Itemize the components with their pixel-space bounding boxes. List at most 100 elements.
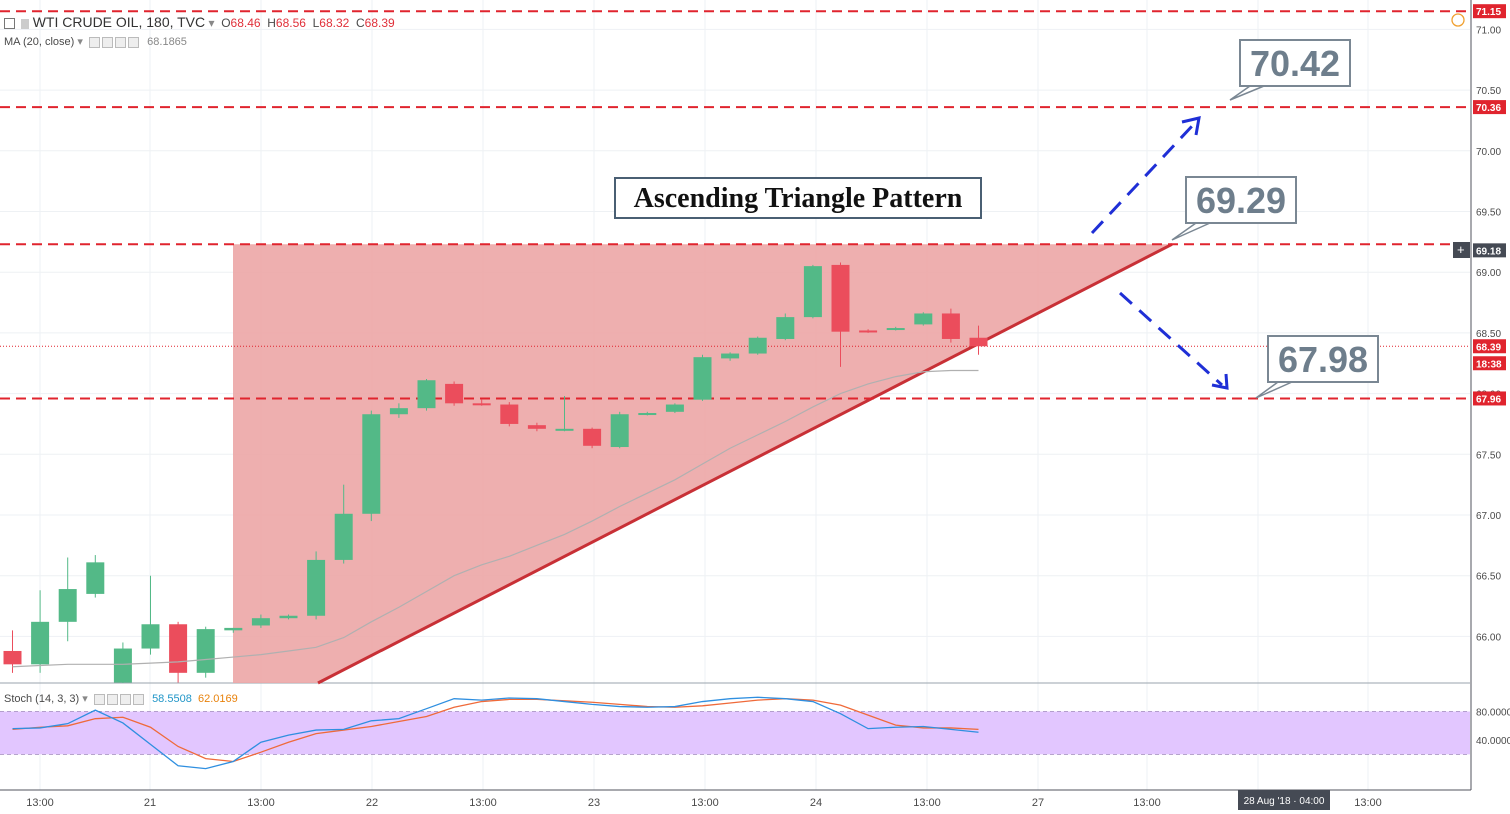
price-tag-bg xyxy=(1473,391,1506,406)
candle-body xyxy=(224,627,243,631)
price-callout: 67.98 xyxy=(1255,335,1379,399)
stoch-menu-icon[interactable]: ▾ xyxy=(82,693,88,705)
candle-body xyxy=(886,328,905,331)
more-icon[interactable] xyxy=(115,36,127,48)
candle-body xyxy=(776,317,795,339)
candle xyxy=(610,411,629,449)
stoch-band xyxy=(0,711,1470,755)
arrow-down-shaft xyxy=(1118,291,1224,387)
price-tag-bg xyxy=(1473,100,1506,115)
time-cursor-text: 28 Aug '18 · 04:00 xyxy=(1244,796,1325,807)
y-tick-label: 71.00 xyxy=(1476,25,1501,36)
candle xyxy=(472,399,491,406)
stoch-k-value: 58.5508 xyxy=(152,693,192,705)
x-tick-label: 23 xyxy=(588,797,600,809)
price-tag: 71.15 xyxy=(1473,4,1506,19)
price-tag-label: 67.96 xyxy=(1476,394,1501,405)
price-callout: 70.42 xyxy=(1229,39,1351,101)
stoch-k-line xyxy=(12,696,979,770)
candle xyxy=(583,427,602,449)
y-tick-label: 70.50 xyxy=(1476,86,1501,97)
candle xyxy=(886,326,905,331)
candle-body xyxy=(362,414,381,514)
x-tick-label: 13:00 xyxy=(247,797,275,809)
collapse-icon[interactable] xyxy=(4,18,15,30)
candle xyxy=(113,642,132,683)
price-tag: 70.36 xyxy=(1473,100,1506,115)
candle xyxy=(859,329,878,333)
ma-menu-icon[interactable]: ▾ xyxy=(77,36,83,48)
candle xyxy=(969,325,988,355)
x-tick-label: 13:00 xyxy=(1133,797,1161,809)
flag-icon[interactable] xyxy=(21,18,30,29)
price-tag-bg xyxy=(1473,356,1506,371)
low-value: 68.32 xyxy=(319,16,350,30)
candle-body xyxy=(859,330,878,333)
settings-icon[interactable] xyxy=(102,36,114,48)
symbol-header: WTI CRUDE OIL, 180, TVC ▾ O68.46 H68.56 … xyxy=(4,14,395,30)
candle xyxy=(693,354,712,401)
candle-body xyxy=(279,615,298,619)
projection-arrows xyxy=(1090,116,1229,390)
price-tag-bg xyxy=(1473,4,1506,19)
stoch-settings-icon[interactable] xyxy=(106,693,118,705)
resistance-support-levels xyxy=(0,10,1470,400)
ma-value: 68.1865 xyxy=(147,36,187,48)
ma-label[interactable]: MA (20, close) xyxy=(4,36,75,48)
eye-icon[interactable] xyxy=(89,36,101,48)
candle-body xyxy=(58,589,77,622)
candle-body xyxy=(169,624,188,673)
price-axis-bg xyxy=(1471,0,1510,814)
pattern-title-box: Ascending Triangle Pattern xyxy=(614,177,982,219)
candle-body xyxy=(555,428,574,431)
candle-body xyxy=(389,408,408,415)
candle-body xyxy=(803,266,822,318)
close-icon[interactable] xyxy=(128,36,140,48)
y-tick-label: 66.00 xyxy=(1476,632,1501,643)
x-tick-label: 13:00 xyxy=(469,797,497,809)
symbol-title[interactable]: WTI CRUDE OIL, 180, TVC xyxy=(32,14,206,30)
candle-body xyxy=(31,621,50,665)
candle-body xyxy=(113,648,132,683)
symbol-menu-icon[interactable]: ▾ xyxy=(208,16,215,30)
candle xyxy=(445,381,464,406)
candle xyxy=(141,575,160,655)
candle xyxy=(86,555,105,598)
price-tag-bg xyxy=(1473,243,1506,258)
candle-body xyxy=(500,404,519,424)
candle xyxy=(748,336,767,355)
candle-body xyxy=(472,403,491,406)
stoch-d-line xyxy=(12,698,979,763)
candle xyxy=(527,422,546,432)
candle xyxy=(196,626,215,678)
candle-body xyxy=(141,624,160,649)
candle xyxy=(31,590,50,673)
x-tick-label: 22 xyxy=(366,797,378,809)
y-tick-label: 67.50 xyxy=(1476,450,1501,461)
candle-body xyxy=(86,562,105,594)
callout-value: 69.29 xyxy=(1196,180,1286,221)
callout-pointer xyxy=(1171,222,1211,241)
time-cursor-bg xyxy=(1238,790,1330,810)
candle-body xyxy=(748,337,767,354)
arrow-up-shaft xyxy=(1090,122,1196,235)
crosshair-plus-glyph: + xyxy=(1457,242,1465,257)
y-tick-label: 70.00 xyxy=(1476,147,1501,158)
candle xyxy=(334,484,353,564)
arrow-up-head xyxy=(1181,116,1201,136)
stoch-label[interactable]: Stoch (14, 3, 3) xyxy=(4,693,80,705)
y-tick-label: 69.50 xyxy=(1476,208,1501,219)
stoch-tick-label: 40.0000 xyxy=(1476,736,1510,747)
x-tick-label: 13:00 xyxy=(913,797,941,809)
candle-body xyxy=(251,618,270,626)
price-tag-label: 71.15 xyxy=(1476,7,1501,18)
candle xyxy=(500,402,519,427)
stoch-close-icon[interactable] xyxy=(132,693,144,705)
candle-body xyxy=(941,313,960,339)
pattern-title: Ascending Triangle Pattern xyxy=(634,183,963,214)
stoch-more-icon[interactable] xyxy=(119,693,131,705)
stoch-eye-icon[interactable] xyxy=(93,693,105,705)
candle xyxy=(3,630,22,673)
